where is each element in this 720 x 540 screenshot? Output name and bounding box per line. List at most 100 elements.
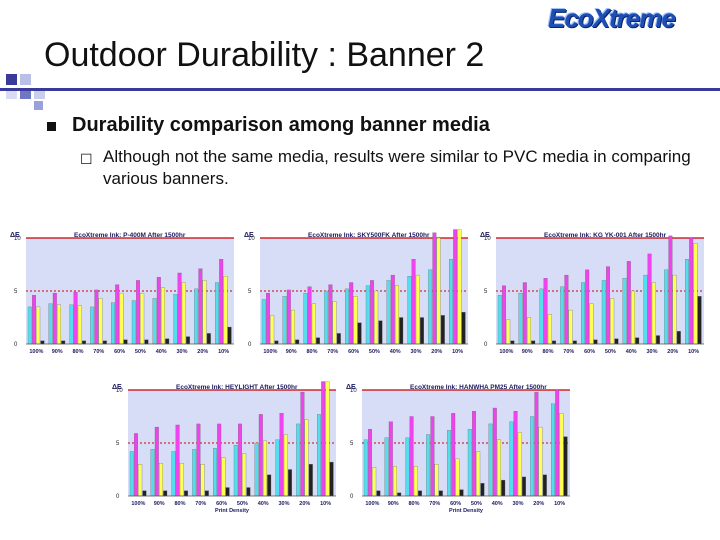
y-tick-label: 10	[484, 236, 491, 242]
bar	[206, 333, 211, 345]
bar	[409, 416, 414, 497]
bar	[647, 253, 652, 345]
bar	[497, 295, 502, 345]
bar	[386, 280, 391, 345]
bar	[246, 487, 251, 497]
bar	[316, 337, 320, 345]
bar	[266, 292, 270, 345]
x-tick-label: 70%	[195, 501, 206, 507]
bar	[643, 274, 648, 345]
x-tick-label: 10%	[452, 349, 463, 355]
bar	[279, 413, 284, 497]
bar	[378, 320, 383, 345]
bar	[152, 298, 157, 345]
bar	[430, 416, 435, 497]
bar	[522, 282, 527, 345]
bar	[261, 299, 266, 345]
y-tick-label: 10	[14, 236, 21, 242]
bar	[345, 288, 349, 345]
bar	[223, 276, 228, 345]
bar	[286, 289, 291, 345]
bar	[202, 280, 207, 345]
bar	[432, 232, 437, 345]
chart-title: EcoXtreme Ink: KG YK-001 After 1500hr	[544, 232, 667, 239]
bar	[467, 429, 472, 497]
bar	[488, 423, 493, 497]
bar	[357, 322, 362, 345]
bar	[317, 414, 321, 497]
bar	[94, 289, 99, 345]
bar	[563, 436, 568, 497]
bar	[213, 448, 217, 497]
bar	[399, 317, 404, 345]
bar	[547, 314, 552, 345]
bar	[447, 430, 451, 497]
bar	[200, 464, 205, 497]
x-tick-label: 60%	[584, 349, 595, 355]
bar	[77, 305, 82, 345]
bar	[664, 269, 669, 345]
bar	[635, 337, 640, 345]
bar	[175, 424, 180, 497]
bar	[184, 490, 188, 497]
bar	[242, 453, 247, 497]
bar	[270, 315, 275, 345]
x-tick-label: 90%	[522, 349, 533, 355]
x-tick-label: 70%	[429, 501, 440, 507]
bar	[440, 315, 445, 345]
x-tick-label: 30%	[410, 349, 421, 355]
chart-p400m: EcoXtreme Ink: P-400M After 1500hr ΔE 0 5 10…	[10, 232, 234, 355]
bar	[390, 274, 395, 345]
bar	[461, 312, 466, 345]
x-tick-label: 90%	[154, 501, 165, 507]
bar	[52, 292, 57, 345]
chart-title: EcoXtreme Ink: P-400M After 1500hr	[74, 232, 186, 239]
x-tick-label: 30%	[512, 501, 523, 507]
bar	[295, 339, 300, 345]
bar	[102, 340, 107, 345]
bar	[560, 286, 565, 345]
x-tick-label: 20%	[197, 349, 208, 355]
bar	[123, 339, 128, 345]
bar	[179, 462, 184, 497]
bar	[451, 413, 456, 497]
x-tick-label: 60%	[216, 501, 227, 507]
bar	[131, 300, 136, 345]
bar	[453, 229, 458, 345]
bar	[480, 483, 485, 497]
bar	[397, 492, 402, 497]
bar	[676, 331, 681, 345]
chart-sky500fk: EcoXtreme Ink: SKY500FK After 1500hr ΔE 0 5…	[244, 229, 468, 355]
bar	[82, 340, 86, 345]
bar	[384, 437, 389, 497]
x-tick-label: 10%	[320, 501, 331, 507]
bar	[177, 272, 182, 345]
x-tick-label: 80%	[72, 349, 83, 355]
bar	[622, 278, 627, 345]
bar	[543, 278, 548, 345]
bar	[221, 457, 226, 497]
bar	[136, 280, 140, 345]
bar	[300, 391, 305, 497]
y-tick-label: 5	[350, 441, 354, 447]
y-tick-label: 0	[14, 342, 18, 348]
bar	[363, 439, 368, 497]
x-tick-label: 80%	[542, 349, 553, 355]
bar	[513, 411, 518, 497]
y-axis-label: ΔE	[244, 232, 254, 239]
bar	[376, 490, 381, 497]
bar	[551, 403, 555, 497]
bar	[27, 306, 32, 345]
bar	[171, 451, 176, 497]
bar	[530, 416, 535, 497]
bar	[154, 426, 159, 497]
bar	[538, 426, 543, 497]
bar	[111, 302, 115, 345]
y-tick-label: 5	[116, 441, 120, 447]
bar	[332, 301, 337, 345]
bar	[388, 421, 393, 497]
x-tick-label: 50%	[605, 349, 616, 355]
bar	[140, 292, 145, 345]
x-tick-label: 100%	[29, 349, 43, 355]
x-tick-label: 30%	[176, 349, 187, 355]
